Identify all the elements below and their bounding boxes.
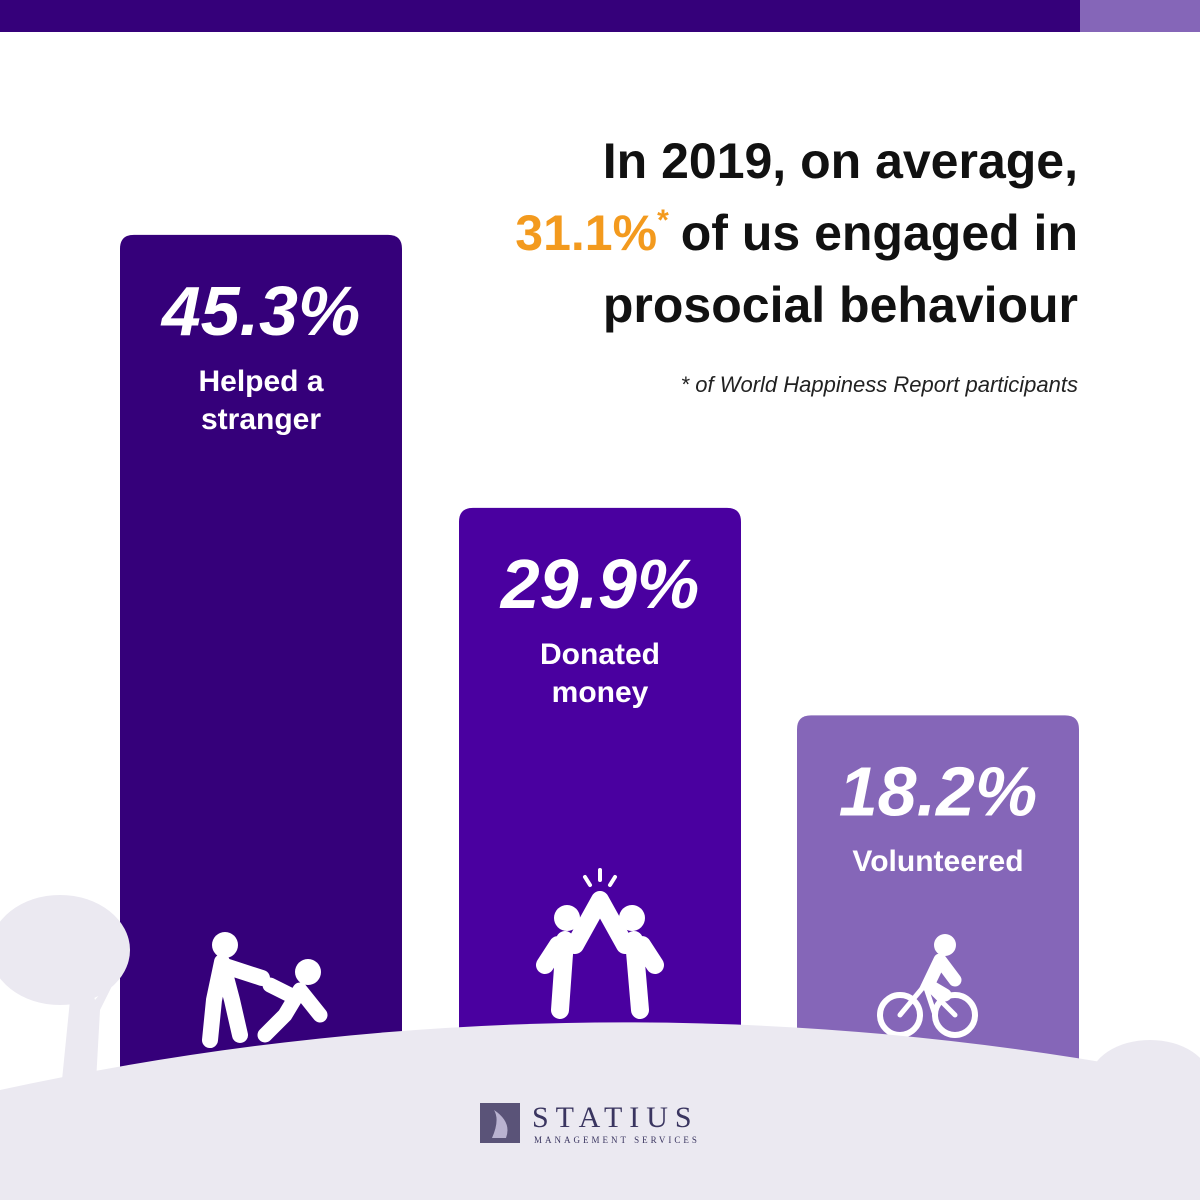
value-label: 18.2% [839, 752, 1037, 830]
highlight-mark: * [657, 204, 669, 237]
logo-subtitle: MANAGEMENT SERVICES [534, 1135, 700, 1145]
footnote: * of World Happiness Report participants [681, 372, 1078, 397]
highlight: 31.1% [515, 205, 657, 261]
value-label: 29.9% [499, 545, 699, 623]
title-line: 31.1%* of us engaged in [515, 204, 1078, 261]
title-rest: of us engaged in [681, 205, 1078, 261]
bar [120, 234, 402, 1110]
top-band [0, 0, 1080, 32]
logo-flame [492, 1110, 508, 1138]
bar [459, 507, 741, 1110]
bar [797, 715, 1079, 1110]
title-line: In 2019, on average, [603, 133, 1078, 189]
landscape [0, 895, 1200, 1200]
category-label: Volunteered [852, 845, 1024, 879]
logo-name: STATIUS [532, 1101, 699, 1134]
category-label: Helped a stranger [198, 364, 324, 436]
value-label: 45.3% [160, 272, 360, 350]
icons [202, 868, 978, 1048]
title-line: prosocial behaviour [603, 277, 1078, 333]
category-label: Donated money [540, 637, 660, 709]
top-band-accent [1080, 0, 1200, 32]
